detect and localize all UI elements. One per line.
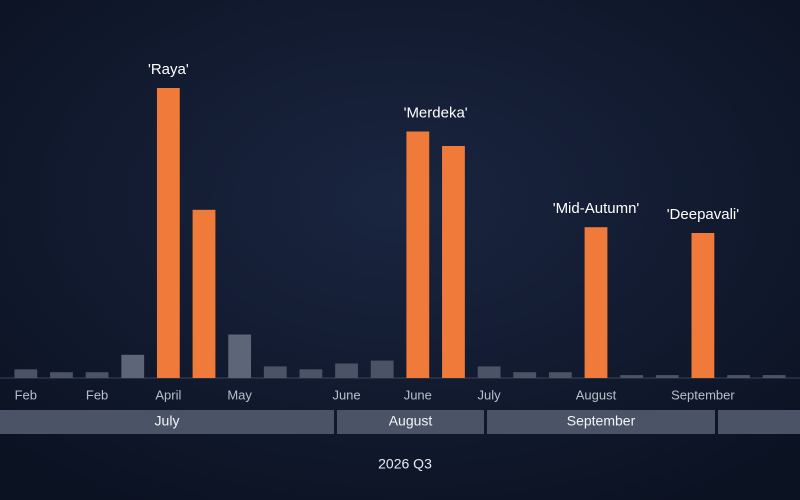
bar	[513, 372, 537, 378]
x-tick-label: Feb	[15, 387, 37, 402]
x-tick-label: June	[332, 387, 360, 402]
bar	[370, 360, 394, 378]
x-tick-label: June	[404, 387, 432, 402]
bar	[762, 375, 786, 378]
bar	[50, 372, 73, 378]
bar	[406, 131, 430, 378]
group-label: July	[155, 413, 180, 429]
group-band	[718, 410, 800, 434]
bar	[584, 227, 608, 378]
period-label: 2026 Q3	[378, 456, 432, 472]
bar	[121, 354, 145, 378]
bar	[620, 375, 644, 378]
bar	[442, 146, 465, 378]
group-label: September	[567, 413, 636, 429]
bar	[263, 366, 287, 378]
bar	[655, 375, 679, 378]
x-tick-label: July	[478, 387, 502, 402]
bar	[727, 375, 750, 378]
bar	[335, 363, 358, 378]
group-band	[487, 410, 715, 434]
bar	[228, 334, 252, 378]
bar	[156, 88, 180, 378]
x-tick-label: Feb	[86, 387, 108, 402]
bar	[14, 369, 38, 378]
group-band	[337, 410, 484, 434]
annotation: 'Deepavali'	[667, 206, 740, 223]
bar	[192, 209, 216, 378]
x-tick-label: August	[576, 387, 617, 402]
bar	[691, 233, 715, 378]
annotation: 'Mid-Autumn'	[553, 200, 640, 217]
group-label: August	[389, 413, 433, 429]
x-tick-label: May	[227, 387, 252, 402]
group-band	[0, 410, 334, 434]
bar	[548, 372, 572, 378]
annotation: 'Merdeka'	[404, 104, 468, 121]
bar	[299, 369, 323, 378]
x-tick-label: September	[671, 387, 735, 402]
x-tick-label: April	[155, 387, 181, 402]
bar	[85, 372, 109, 378]
annotation: 'Raya'	[148, 61, 189, 78]
bar	[477, 366, 501, 378]
